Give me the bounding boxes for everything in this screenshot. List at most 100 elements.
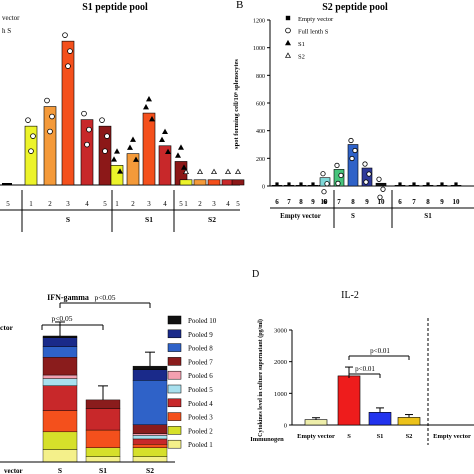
panel-a-tick-label: 5 bbox=[179, 200, 183, 208]
panel-a-point bbox=[62, 32, 68, 38]
panel-a-tick-label: 1 bbox=[29, 200, 33, 208]
panel-b-point bbox=[380, 186, 386, 192]
panel-a-point bbox=[111, 156, 117, 162]
panel-b-point bbox=[362, 161, 368, 167]
panel-b-tick-label: 10 bbox=[378, 198, 386, 206]
panel-b-tick-label: 9 bbox=[311, 198, 315, 206]
panel-a-group-label: S2 bbox=[208, 215, 216, 224]
panel-c-stack-segment bbox=[42, 357, 78, 376]
panel-c-stack-segment bbox=[132, 369, 168, 381]
panel-a-tick-label: 4 bbox=[226, 200, 230, 208]
panel-a-tick-label: 4 bbox=[163, 200, 167, 208]
panel-a-legend-full-length: h S bbox=[2, 27, 11, 35]
panel-b-y-tick-label: 800 bbox=[256, 74, 265, 80]
panel-b-point bbox=[321, 189, 327, 195]
panel-a-title: S1 peptide pool bbox=[82, 2, 148, 13]
panel-d-x-label: S bbox=[347, 433, 351, 440]
panel-b-y-axis-title: spot forming cell/10⁶ splenocytes bbox=[233, 59, 240, 149]
panel-b-legend-label: Full lenth S bbox=[298, 29, 329, 36]
panel-c-legend-label: Pooled 7 bbox=[188, 358, 213, 366]
panel-a-bar bbox=[98, 125, 112, 186]
panel-a-group-label: S bbox=[66, 215, 70, 224]
panel-a-point bbox=[30, 133, 36, 139]
panel-a-point bbox=[149, 115, 155, 122]
panel-c-legend-swatch bbox=[167, 412, 182, 421]
panel-c-stack-segment bbox=[85, 399, 121, 409]
panel-a-point bbox=[178, 144, 184, 150]
panel-b-legend-label: S1 bbox=[298, 41, 305, 48]
panel-d-bar bbox=[337, 375, 361, 426]
panel-a-bar bbox=[193, 179, 207, 186]
panel-c-legend-label: Pooled 10 bbox=[188, 317, 217, 325]
panel-b-point bbox=[352, 147, 358, 154]
panel-c-sig-label: p<0.05 bbox=[51, 314, 72, 323]
panel-a-group-label: S1 bbox=[145, 215, 153, 224]
panel-b-point bbox=[334, 162, 340, 168]
panel-c-stack-segment bbox=[85, 429, 121, 448]
panel-c-x-label: vector bbox=[4, 467, 23, 474]
panel-c-legend-swatch bbox=[167, 426, 182, 435]
panel-a-point bbox=[104, 133, 110, 139]
panel-b-tick-label: 10 bbox=[321, 198, 329, 206]
panel-b-bar bbox=[375, 182, 387, 187]
panel-d-y-tick-label: 3000 bbox=[274, 328, 287, 335]
panel-a-point bbox=[99, 117, 105, 123]
panel-a-point bbox=[25, 117, 31, 123]
panel-b-bar bbox=[361, 167, 373, 187]
panel-d-x-label: S1 bbox=[377, 433, 384, 440]
panel-a-tick-label: 4 bbox=[85, 200, 89, 208]
panel-b-point bbox=[376, 176, 382, 182]
panel-d-label: D bbox=[252, 269, 259, 280]
panel-a-bar bbox=[231, 179, 245, 186]
panel-a-bar bbox=[142, 112, 156, 186]
panel-a-legend-empty-vector: vector bbox=[2, 14, 20, 22]
panel-b-point bbox=[299, 182, 303, 186]
panel-c-sig-label: p<0.05 bbox=[94, 293, 115, 302]
panel-b-group-label: S1 bbox=[424, 212, 432, 220]
panel-a-point bbox=[183, 168, 189, 175]
panel-c-legend-label: Pooled 4 bbox=[188, 400, 213, 408]
panel-b-legend-marker bbox=[285, 15, 291, 21]
panel-c-legend-swatch bbox=[167, 384, 182, 394]
panel-b-point bbox=[363, 179, 369, 185]
panel-a-tick-label: 5 bbox=[6, 200, 10, 208]
panel-b-tick-label: 8 bbox=[299, 198, 303, 206]
panel-c-stack-segment bbox=[132, 435, 168, 440]
panel-d-y-axis-title: Cytokines level in culture supernatant (… bbox=[257, 319, 264, 437]
panel-c-stack-segment bbox=[42, 410, 78, 433]
panel-b-bar bbox=[347, 144, 359, 187]
panel-c-left-label: ctor bbox=[0, 323, 14, 332]
panel-c-stack-segment bbox=[85, 456, 121, 463]
panel-c-legend-label: Pooled 8 bbox=[188, 345, 213, 353]
panel-a-tick-label: 3 bbox=[66, 200, 70, 208]
panel-c-x-label: S bbox=[58, 466, 62, 474]
panel-a-tick-label: 1 bbox=[115, 200, 119, 208]
panel-b-tick-label: 9 bbox=[440, 198, 444, 206]
panel-d-y-tick-label: 2000 bbox=[274, 359, 287, 366]
panel-b-title: S2 peptide pool bbox=[322, 2, 388, 13]
panel-d-bar bbox=[304, 419, 328, 426]
panel-a-bar bbox=[158, 145, 172, 186]
panel-b-legend-marker bbox=[285, 27, 291, 34]
panel-b-group-label: S bbox=[351, 212, 355, 220]
panel-a-tick-label: 1 bbox=[184, 200, 188, 208]
panel-c-legend-swatch bbox=[167, 315, 182, 325]
panel-d-bar bbox=[368, 412, 392, 426]
panel-b-y-tick-label: 600 bbox=[256, 102, 265, 108]
panel-b-point bbox=[454, 182, 458, 186]
panel-a-point bbox=[130, 136, 136, 142]
panel-a-bar bbox=[110, 165, 124, 186]
panel-a-point bbox=[65, 63, 71, 69]
panel-c-title: IFN-gamma bbox=[47, 293, 89, 302]
panel-c-stack-segment bbox=[42, 378, 78, 386]
panel-c-legend-swatch bbox=[167, 398, 182, 408]
panel-a-point bbox=[114, 148, 120, 154]
panel-b-point bbox=[440, 182, 444, 186]
panel-b-point bbox=[335, 180, 341, 186]
panel-b-tick-label: 6 bbox=[323, 198, 327, 206]
panel-a-bar bbox=[24, 125, 38, 186]
panel-a-point bbox=[146, 95, 152, 102]
panel-a-bar bbox=[61, 40, 75, 186]
panel-c-legend-label: Pooled 9 bbox=[188, 331, 213, 339]
